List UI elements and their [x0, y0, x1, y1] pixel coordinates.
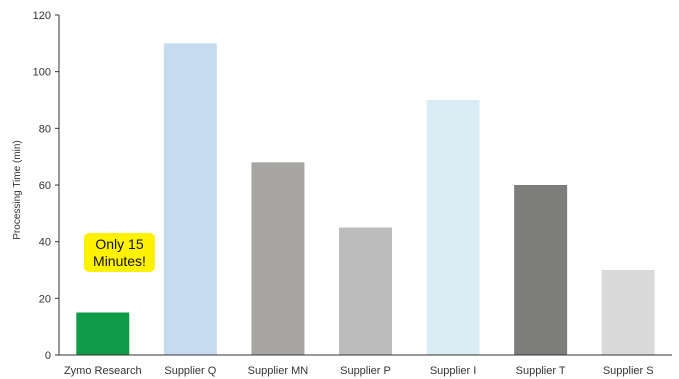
bar — [514, 185, 568, 355]
y-tick-label: 120 — [33, 10, 51, 22]
bars — [76, 43, 655, 355]
y-tick-label: 80 — [39, 123, 51, 135]
y-axis: 0 20 40 60 80 100 120 — [33, 10, 60, 362]
x-tick-label: Supplier T — [516, 365, 566, 377]
bar — [163, 43, 217, 355]
x-axis: Zymo Research Supplier Q Supplier MN Suppli… — [59, 354, 672, 377]
y-axis-label: Processing Time (min) — [12, 140, 23, 239]
y-tick-label: 40 — [39, 237, 51, 249]
x-tick-label: Supplier P — [340, 365, 391, 377]
y-tick-label: 0 — [45, 350, 51, 362]
x-tick-label: Supplier MN — [248, 365, 309, 377]
x-tick-label: Supplier S — [603, 365, 654, 377]
x-tick-label: Zymo Research — [64, 365, 142, 377]
bar — [251, 162, 305, 355]
bar — [76, 312, 130, 355]
x-tick-label: Supplier Q — [164, 365, 216, 377]
y-tick-label: 60 — [39, 180, 51, 192]
y-tick-label: 20 — [39, 293, 51, 305]
bar — [339, 227, 392, 355]
y-tick-label: 100 — [33, 67, 51, 79]
bar — [426, 100, 480, 355]
only-15-minutes-callout: Only 15 Minutes! — [84, 233, 155, 272]
bar — [601, 270, 655, 355]
x-tick-label: Supplier I — [430, 365, 476, 377]
